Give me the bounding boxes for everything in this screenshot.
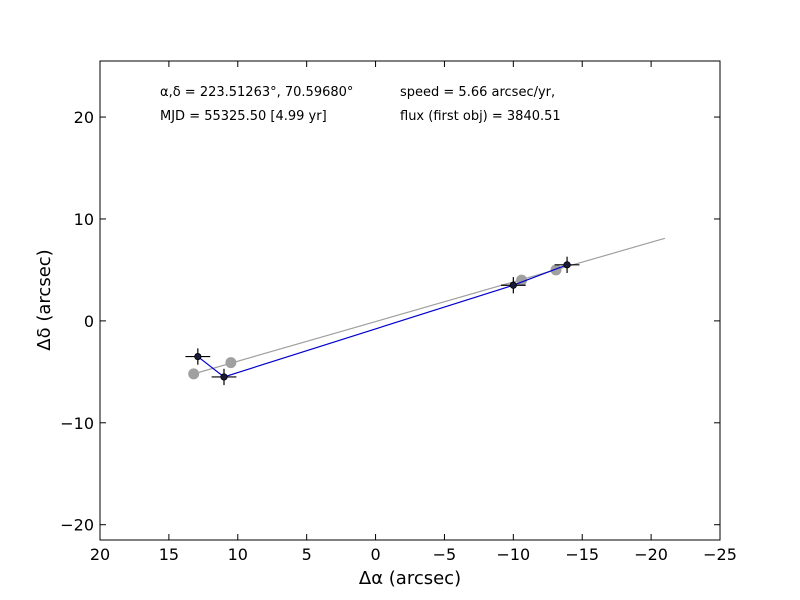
- x-tick-label-4: 5: [302, 545, 312, 564]
- observed-point-3: [509, 281, 517, 289]
- observed-point-4: [563, 261, 571, 269]
- ticks: 20 15 10 5 0 −5 −10 −15 −20 −25 −20 −10 0 10 20: [60, 61, 737, 564]
- y-tick-label-4: 10: [74, 210, 94, 229]
- observed-path: [197, 264, 568, 378]
- annotation-mjd: MJD = 55325.50 [4.99 yr]: [160, 109, 327, 124]
- predicted-point-2: [225, 357, 237, 369]
- y-tick-label-3: 0: [84, 312, 94, 331]
- y-axis-title: Δδ (arcsec): [34, 249, 55, 350]
- observed-point-1: [194, 352, 202, 361]
- plot-frame: [99, 60, 721, 541]
- x-tick-label-7: −10: [496, 545, 530, 564]
- x-tick-label-10: −25: [703, 545, 737, 564]
- observed-point-2: [220, 373, 228, 381]
- x-tick-label-2: 15: [159, 545, 179, 564]
- y-tick-label-5: 20: [74, 108, 94, 127]
- y-tick-label-1: −20: [60, 516, 94, 535]
- plot-marks: [185, 237, 666, 386]
- x-tick-label-9: −20: [634, 545, 668, 564]
- x-axis-title: Δα (arcsec): [359, 568, 461, 589]
- annotation-flux: flux (first obj) = 3840.51: [400, 109, 561, 124]
- y-tick-label-2: −10: [60, 414, 94, 433]
- x-tick-label-3: 10: [228, 545, 248, 564]
- predicted-point-4: [550, 264, 562, 276]
- x-tick-label-6: −5: [433, 545, 457, 564]
- x-tick-label-1: 20: [90, 545, 110, 564]
- annotation-coords: α,δ = 223.51263°, 70.59680°: [160, 85, 353, 100]
- annotation-speed: speed = 5.66 arcsec/yr,: [400, 85, 555, 100]
- trend-line: [193, 237, 666, 375]
- predicted-point-1: [188, 368, 200, 380]
- x-tick-label-8: −15: [565, 545, 599, 564]
- x-tick-label-5: 0: [370, 545, 380, 564]
